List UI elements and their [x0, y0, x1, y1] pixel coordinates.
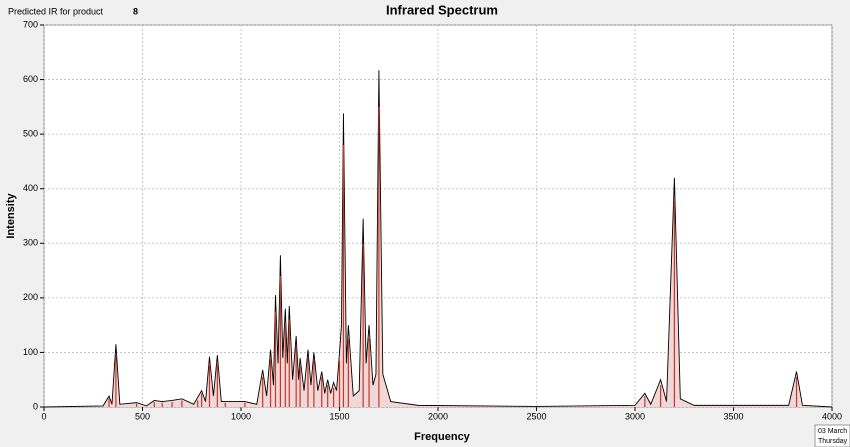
product-number: 8	[133, 6, 138, 16]
x-tick-label: 1500	[329, 411, 349, 421]
x-tick-label: 3000	[625, 411, 645, 421]
x-axis-label: Frequency	[414, 431, 471, 443]
x-tick-label: 3500	[723, 411, 743, 421]
y-tick-label: 100	[23, 347, 38, 357]
x-tick-label: 2000	[428, 411, 448, 421]
envelope-line	[43, 70, 833, 408]
y-tick-label: 300	[23, 238, 38, 248]
y-tick-label: 400	[23, 183, 38, 193]
x-tick-label: 1000	[231, 411, 251, 421]
x-tick-label: 500	[135, 411, 150, 421]
clock-box	[814, 424, 850, 447]
y-tick-label: 700	[23, 19, 38, 29]
plot-area	[43, 24, 833, 408]
y-tick-label: 200	[23, 292, 38, 302]
y-tick-label: 500	[23, 129, 38, 139]
clock-date: 03 March	[818, 428, 847, 435]
y-tick-label: 600	[23, 74, 38, 84]
x-tick-label: 4000	[822, 411, 842, 421]
clock-day: Thursday	[818, 438, 848, 445]
caption: Predicted IR for product	[8, 6, 104, 16]
chart-title: Infrared Spectrum	[386, 2, 498, 17]
x-tick-label: 2500	[526, 411, 546, 421]
y-axis-label: Intensity	[5, 193, 17, 239]
y-tick-label: 0	[33, 401, 38, 411]
x-tick-label: 0	[41, 411, 46, 421]
